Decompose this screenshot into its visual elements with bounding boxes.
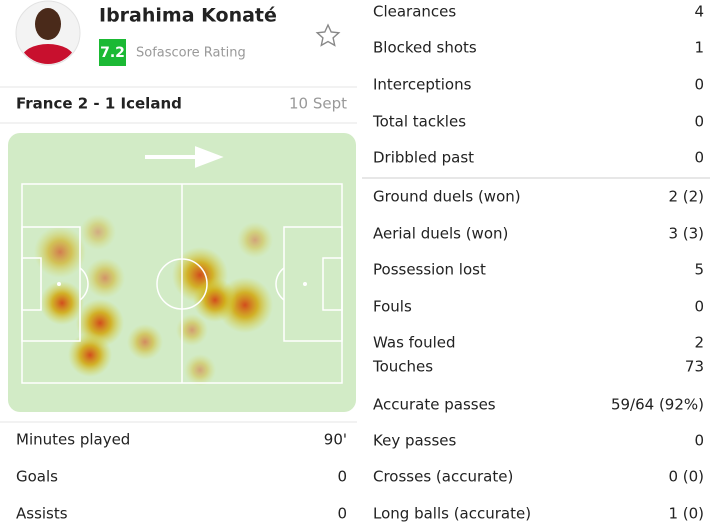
stat-value: 2 <box>694 334 704 352</box>
stat-label: Goals <box>16 468 58 486</box>
stat-label: Assists <box>16 505 68 523</box>
stat-value: 2 (2) <box>668 188 704 206</box>
stat-label: Was fouled <box>373 334 456 352</box>
heat-blobs <box>34 214 273 386</box>
pitch-lines <box>21 183 343 384</box>
stat-value: 4 <box>694 3 704 21</box>
match-title[interactable]: France 2 - 1 Iceland <box>16 95 182 113</box>
rating: 7.2 <box>100 45 125 61</box>
stat-value: 0 <box>337 468 347 486</box>
stat-value: 1 <box>694 39 704 57</box>
stat-label: Aerial duels (won) <box>373 225 508 243</box>
stat-value: 0 <box>694 76 704 94</box>
stat-label: Ground duels (won) <box>373 188 521 206</box>
stat-value: 0 <box>694 113 704 131</box>
player-name: Ibrahima Konaté <box>99 5 277 27</box>
stat-value: 0 <box>337 505 347 523</box>
attack-direction <box>145 146 224 168</box>
stat-value: 5 <box>694 261 704 279</box>
stat-label: Total tackles <box>372 113 466 131</box>
stat-label: Blocked shots <box>373 39 477 57</box>
stat-value: 73 <box>685 358 704 376</box>
stat-label: Possession lost <box>373 261 486 279</box>
stat-label: Dribbled past <box>373 149 474 167</box>
stat-value: 0 <box>694 149 704 167</box>
stat-label: Clearances <box>373 3 456 21</box>
stat-label: Interceptions <box>373 76 472 94</box>
stat-label: Accurate passes <box>373 396 496 414</box>
stat-label: Fouls <box>373 298 412 316</box>
rating-label: Sofascore Rating <box>136 46 246 61</box>
stat-label: Minutes played <box>16 431 130 449</box>
rating-badge <box>99 39 126 66</box>
stat-label: Long balls (accurate) <box>373 505 531 523</box>
stat-label: Crosses (accurate) <box>373 468 513 486</box>
match-date: 10 Sept <box>289 95 347 113</box>
stat-value: 90' <box>324 431 347 449</box>
stat-value: 59/64 (92%) <box>611 396 704 414</box>
stat-label: Key passes <box>373 432 457 450</box>
stat-value: 0 <box>694 298 704 316</box>
stat-value: 1 (0) <box>668 505 704 523</box>
stat-value: 0 <box>694 432 704 450</box>
avatar-photo <box>22 8 74 64</box>
stat-label: Touches <box>372 358 433 376</box>
favorite-star[interactable] <box>315 23 341 47</box>
stat-value: 3 (3) <box>668 225 704 243</box>
stat-value: 0 (0) <box>668 468 704 486</box>
